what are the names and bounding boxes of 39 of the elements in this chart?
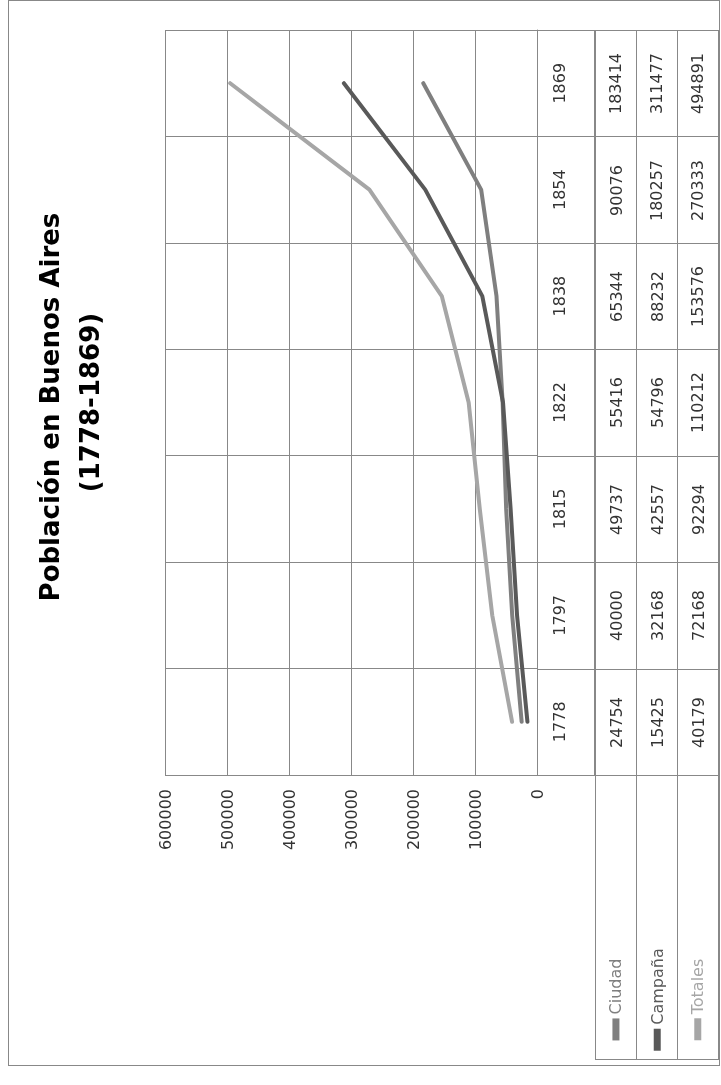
y-tick-label: 1778 xyxy=(549,701,569,743)
data-label: 49737 xyxy=(606,483,626,535)
data-label: 183414 xyxy=(606,53,626,115)
data-label: 65344 xyxy=(606,271,626,322)
text: Campaña xyxy=(647,948,667,1025)
y-tick-label: 1797 xyxy=(549,595,569,636)
data-label: 55416 xyxy=(606,377,626,429)
x-tick-label: 600000 xyxy=(155,789,175,851)
x-tick-label: 200000 xyxy=(403,789,423,851)
data-label: 270333 xyxy=(688,159,708,221)
y-tick-label: 1869 xyxy=(549,62,569,104)
data-label: 40000 xyxy=(606,590,626,642)
data-label: 24754 xyxy=(606,696,626,748)
data-label: 54796 xyxy=(647,377,667,429)
data-label: 311477 xyxy=(647,53,667,115)
data-label: 15425 xyxy=(647,696,667,748)
x-tick-label: 0 xyxy=(527,789,547,800)
x-tick-label: 300000 xyxy=(341,789,361,851)
data-label: 40179 xyxy=(688,696,708,748)
x-tick-label: 100000 xyxy=(465,789,485,851)
data-label: 92294 xyxy=(688,483,708,535)
data-label: 180257 xyxy=(647,159,667,221)
y-tick-label: 1815 xyxy=(549,488,569,530)
text: Totales xyxy=(688,958,708,1015)
text: Ciudad xyxy=(606,958,626,1015)
data-label: 90076 xyxy=(606,164,626,216)
data-label: 153576 xyxy=(688,266,708,328)
y-tick-label: 1854 xyxy=(549,169,569,210)
y-tick-label: 1838 xyxy=(549,275,569,317)
text: Población en Buenos Aires (1778-1869) xyxy=(35,203,105,602)
data-label: 88232 xyxy=(647,271,667,322)
data-label: 494891 xyxy=(688,53,708,115)
x-tick-label: 500000 xyxy=(217,789,237,851)
data-label: 72168 xyxy=(688,590,708,642)
data-label: 42557 xyxy=(647,483,667,535)
data-label: 32168 xyxy=(647,590,667,642)
y-tick-label: 1822 xyxy=(549,382,569,423)
data-label: 110212 xyxy=(688,372,708,434)
x-tick-label: 400000 xyxy=(279,789,299,851)
